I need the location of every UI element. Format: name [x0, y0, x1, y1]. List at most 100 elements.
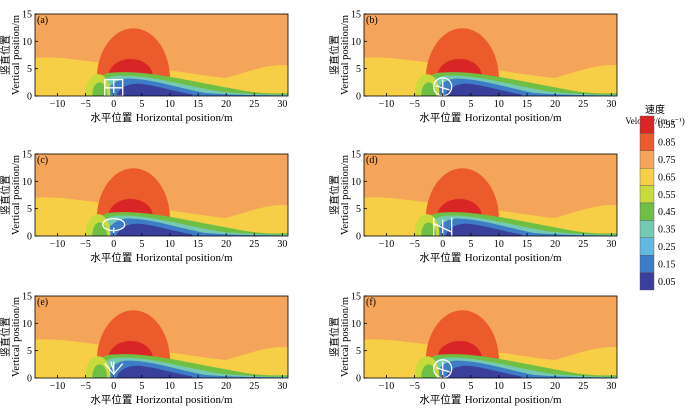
colorbar-cell	[639, 272, 655, 291]
panel-label: (e)	[37, 297, 48, 308]
y-axis-label-en: Vertical position/m	[340, 15, 351, 95]
x-tick-label: −5	[80, 99, 91, 110]
x-tick-label: 20	[221, 381, 231, 392]
plot-frame	[34, 295, 289, 379]
colorbar-cell	[639, 185, 655, 204]
x-axis-label: 水平位置 Horizontal position/m	[90, 251, 233, 264]
band-0.45	[421, 82, 436, 96]
y-tick-label: 0	[356, 92, 361, 103]
band-0.45	[421, 222, 436, 236]
x-tick-label: 25	[249, 381, 259, 392]
x-tick-label: 5	[468, 239, 473, 250]
x-tick-label: 10	[165, 99, 175, 110]
panel-f: −10 −5 0 5 10 15 20 25 30 0 5 10 15 (f) 水平位置 Horizonta…	[328, 292, 618, 406]
x-tick-label: 30	[277, 381, 287, 392]
x-tick-label: 15	[522, 381, 532, 392]
x-tick-label: −5	[409, 381, 420, 392]
plot-frame	[34, 13, 289, 97]
x-tick-label: −10	[50, 239, 66, 250]
plot-frame	[363, 153, 618, 237]
contour-field	[35, 154, 288, 236]
panel-label: (c)	[37, 155, 48, 166]
plot-frame	[363, 13, 618, 97]
x-tick-label: −10	[379, 99, 395, 110]
colorbar-cell	[639, 220, 655, 238]
y-axis-label-cn: 竖直位置	[328, 35, 341, 75]
colorbar-tick-label: 0.25	[658, 242, 676, 253]
y-axis-label-en: Vertical position/m	[340, 155, 351, 235]
x-tick-label: 0	[111, 381, 116, 392]
y-axis-label-en: Vertical position/m	[340, 297, 351, 377]
colorbar-cell	[639, 237, 655, 256]
colorbar-cell	[639, 202, 655, 221]
x-tick-label: 15	[522, 99, 532, 110]
x-tick-label: 15	[193, 99, 203, 110]
x-tick-label: 10	[165, 381, 175, 392]
x-tick-label: −5	[80, 239, 91, 250]
x-tick-label: 10	[494, 239, 504, 250]
y-tick-label: 0	[27, 92, 32, 103]
x-tick-label: 25	[578, 239, 588, 250]
panel-label: (d)	[366, 155, 378, 166]
x-tick-label: 15	[193, 381, 203, 392]
x-tick-label: 25	[578, 381, 588, 392]
y-tick-label: 10	[351, 37, 361, 48]
panel-a: −10 −5 0 5 10 15 20 25 30 0 5 10 15 (a) 水平位置 Horizonta…	[0, 10, 289, 124]
x-tick-label: 30	[606, 239, 616, 250]
x-tick-label: −5	[80, 381, 91, 392]
y-tick-label: 5	[356, 204, 361, 215]
y-tick-label: 15	[351, 10, 361, 21]
x-tick-label: −10	[379, 239, 395, 250]
x-tick-label: 0	[111, 239, 116, 250]
band-0.05	[116, 83, 193, 96]
colorbar-tick-label: 0.15	[658, 259, 676, 270]
x-tick-label: 25	[578, 99, 588, 110]
band-0.05	[116, 223, 193, 236]
x-tick-label: 20	[550, 99, 560, 110]
colorbar-cell	[639, 115, 655, 134]
y-axis-label-cn: 竖直位置	[0, 175, 12, 215]
x-tick-label: 0	[440, 381, 445, 392]
contour-field	[35, 14, 288, 96]
y-axis-label-cn: 竖直位置	[328, 175, 341, 215]
panel-b: −10 −5 0 5 10 15 20 25 30 0 5 10 15 (b) 水平位置 Horizonta…	[328, 10, 618, 124]
y-tick-label: 0	[27, 374, 32, 385]
x-tick-label: 5	[139, 381, 144, 392]
x-tick-label: 25	[249, 99, 259, 110]
x-tick-label: −5	[409, 239, 420, 250]
y-tick-label: 10	[22, 177, 32, 188]
y-tick-label: 15	[351, 150, 361, 161]
x-tick-label: 5	[139, 99, 144, 110]
y-tick-label: 15	[22, 292, 32, 303]
colorbar-tick-label: 0.05	[658, 277, 676, 288]
x-tick-label: 20	[221, 99, 231, 110]
y-tick-label: 0	[27, 232, 32, 243]
x-axis-label: 水平位置 Horizontal position/m	[419, 393, 562, 406]
band-0.05	[445, 83, 522, 96]
x-tick-label: −10	[379, 381, 395, 392]
band-0.05	[116, 365, 193, 378]
colorbar-tick-label: 0.85	[658, 138, 676, 149]
y-tick-label: 10	[22, 37, 32, 48]
x-axis-label: 水平位置 Horizontal position/m	[419, 111, 562, 124]
y-axis-label-en: Vertical position/m	[11, 297, 22, 377]
y-tick-label: 5	[27, 64, 32, 75]
y-axis-label-en: Vertical position/m	[11, 15, 22, 95]
x-tick-label: 5	[468, 99, 473, 110]
y-tick-label: 5	[356, 64, 361, 75]
y-tick-label: 10	[351, 319, 361, 330]
colorbar-cell	[639, 133, 655, 151]
x-tick-label: 25	[249, 239, 259, 250]
x-tick-label: 10	[165, 239, 175, 250]
y-tick-label: 10	[351, 177, 361, 188]
x-tick-label: 15	[193, 239, 203, 250]
x-tick-label: 15	[522, 239, 532, 250]
colorbar-cell	[639, 167, 655, 186]
y-tick-label: 15	[351, 292, 361, 303]
panel-e: −10 −5 0 5 10 15 20 25 30 0 5 10 15 (e) 水平位置 Horizonta…	[0, 292, 289, 406]
y-tick-label: 10	[22, 319, 32, 330]
colorbar-tick-label: 0.95	[658, 120, 676, 131]
x-tick-label: 20	[550, 381, 560, 392]
y-axis-label-cn: 竖直位置	[0, 35, 12, 75]
contour-field	[364, 154, 617, 236]
